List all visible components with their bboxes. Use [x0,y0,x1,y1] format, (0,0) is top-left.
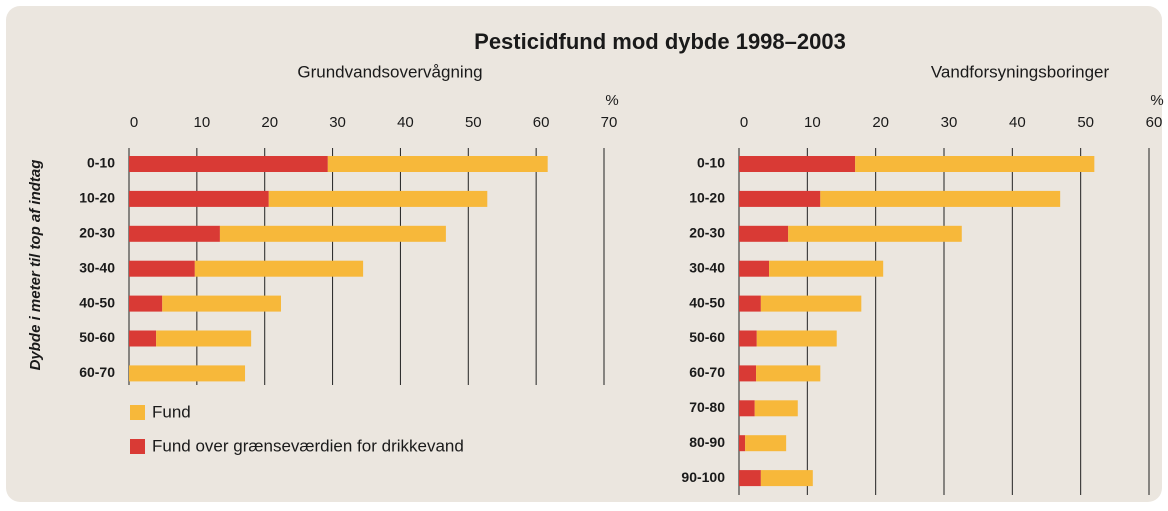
bar-segment [739,260,770,277]
category-label: 70-80 [689,399,725,415]
bar-segment [129,156,328,172]
x-tick-label: 20 [261,114,278,131]
bar-segment [739,330,757,347]
bar-segment [129,365,246,382]
bar-segment [739,435,746,452]
category-label: 40-50 [689,294,725,310]
category-label: 80-90 [689,434,725,450]
bar-segment [745,435,787,452]
bar-segment [129,260,195,277]
category-label: 10-20 [79,190,115,206]
bar-segment [760,295,862,312]
x-axis-label: % [605,92,618,109]
subtitle: Grundvandsovervågning [297,62,482,81]
x-axis-label: % [1150,92,1163,109]
x-tick-label: 10 [804,114,821,131]
bar-segment [327,156,548,172]
x-tick-label: 40 [397,114,414,131]
category-label: 40-50 [79,294,115,310]
bar-segment [219,225,446,242]
x-tick-label: 20 [872,114,889,131]
bar-segment [129,190,269,207]
legend-label: Fund [152,402,191,421]
bar-segment [739,400,755,417]
category-label: 0-10 [87,155,115,171]
bar-segment [739,365,757,382]
bar-segment [739,225,789,242]
legend-swatch [130,405,145,420]
bar-segment [760,470,813,487]
category-label: 0-10 [697,155,725,171]
bar-segment [194,260,364,277]
x-tick-label: 30 [941,114,958,131]
bar-segment [129,330,157,347]
x-tick-label: 40 [1009,114,1026,131]
x-tick-label: 50 [1077,114,1094,131]
x-tick-label: 50 [465,114,482,131]
x-tick-label: 0 [740,114,748,131]
x-tick-label: 60 [533,114,550,131]
legend-label: Fund over grænseværdien for drikkevand [152,436,464,455]
bar-segment [156,330,252,347]
bar-segment [129,295,163,312]
x-tick-label: 30 [329,114,346,131]
category-label: 30-40 [79,259,115,275]
x-tick-label: 70 [601,114,618,131]
category-label: 90-100 [681,469,725,485]
bar-segment [739,156,856,172]
subtitle: Vandforsyningsboringer [931,62,1110,81]
category-label: 20-30 [689,225,725,241]
category-label: 10-20 [689,190,725,206]
bar-segment [756,365,821,382]
bar-segment [162,295,281,312]
legend-swatch [130,439,145,454]
category-label: 60-70 [689,364,725,380]
background [6,6,1162,502]
x-tick-label: 60 [1146,114,1163,131]
chart-title: Pesticidfund mod dybde 1998–2003 [474,29,846,54]
x-tick-label: 0 [130,114,138,131]
category-label: 30-40 [689,259,725,275]
category-label: 50-60 [79,329,115,345]
x-tick-label: 10 [194,114,211,131]
bar-segment [739,190,821,207]
bar-segment [769,260,884,277]
category-label: 60-70 [79,364,115,380]
category-label: 20-30 [79,225,115,241]
bar-segment [268,190,488,207]
bar-segment [820,190,1061,207]
category-label: 50-60 [689,329,725,345]
bar-segment [855,156,1095,172]
bar-segment [739,295,761,312]
y-axis-label: Dybde i meter til top af indtag [27,160,44,371]
bar-segment [754,400,798,417]
bar-segment [756,330,837,347]
bar-segment [739,470,761,487]
bar-segment [129,225,220,242]
bar-segment [788,225,962,242]
